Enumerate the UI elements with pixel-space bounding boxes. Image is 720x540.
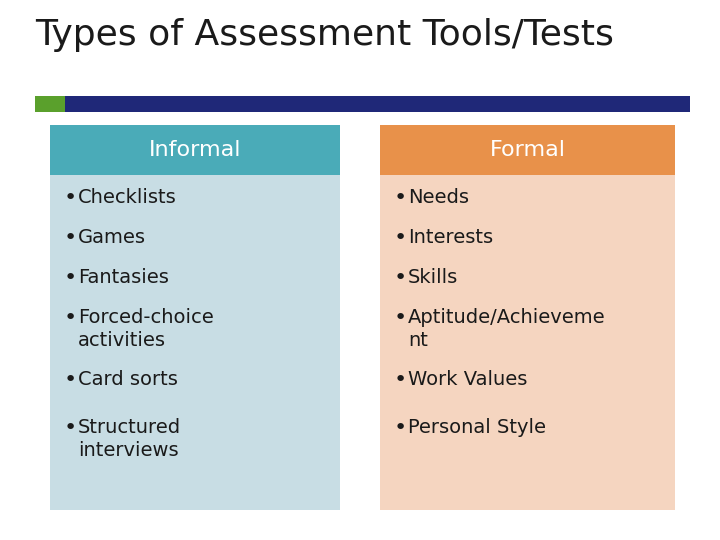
Text: •: •	[64, 188, 77, 208]
Text: Forced-choice
activities: Forced-choice activities	[78, 308, 214, 350]
Text: Aptitude/Achieveme
nt: Aptitude/Achieveme nt	[408, 308, 606, 350]
Text: •: •	[394, 418, 408, 438]
Text: Card sorts: Card sorts	[78, 370, 178, 389]
Text: Fantasies: Fantasies	[78, 268, 169, 287]
Text: Skills: Skills	[408, 268, 458, 287]
Text: •: •	[64, 308, 77, 328]
Text: •: •	[394, 370, 408, 390]
Text: Interests: Interests	[408, 228, 493, 247]
Text: Work Values: Work Values	[408, 370, 527, 389]
Text: •: •	[64, 370, 77, 390]
Text: •: •	[394, 308, 408, 328]
Text: Checklists: Checklists	[78, 188, 176, 207]
Bar	[35, 96, 65, 112]
Text: Formal: Formal	[490, 140, 565, 160]
Bar	[65, 96, 690, 112]
Bar	[380, 125, 675, 175]
Text: Types of Assessment Tools/Tests: Types of Assessment Tools/Tests	[35, 18, 614, 52]
Text: •: •	[64, 268, 77, 288]
Text: •: •	[394, 188, 408, 208]
Bar	[380, 175, 675, 510]
Text: •: •	[64, 228, 77, 248]
Text: Needs: Needs	[408, 188, 469, 207]
Text: •: •	[394, 268, 408, 288]
Text: •: •	[64, 418, 77, 438]
Text: •: •	[394, 228, 408, 248]
Text: Structured
interviews: Structured interviews	[78, 418, 181, 460]
Bar	[50, 175, 340, 510]
Text: Personal Style: Personal Style	[408, 418, 546, 437]
Bar	[50, 125, 340, 175]
Text: Games: Games	[78, 228, 146, 247]
Text: Informal: Informal	[149, 140, 241, 160]
